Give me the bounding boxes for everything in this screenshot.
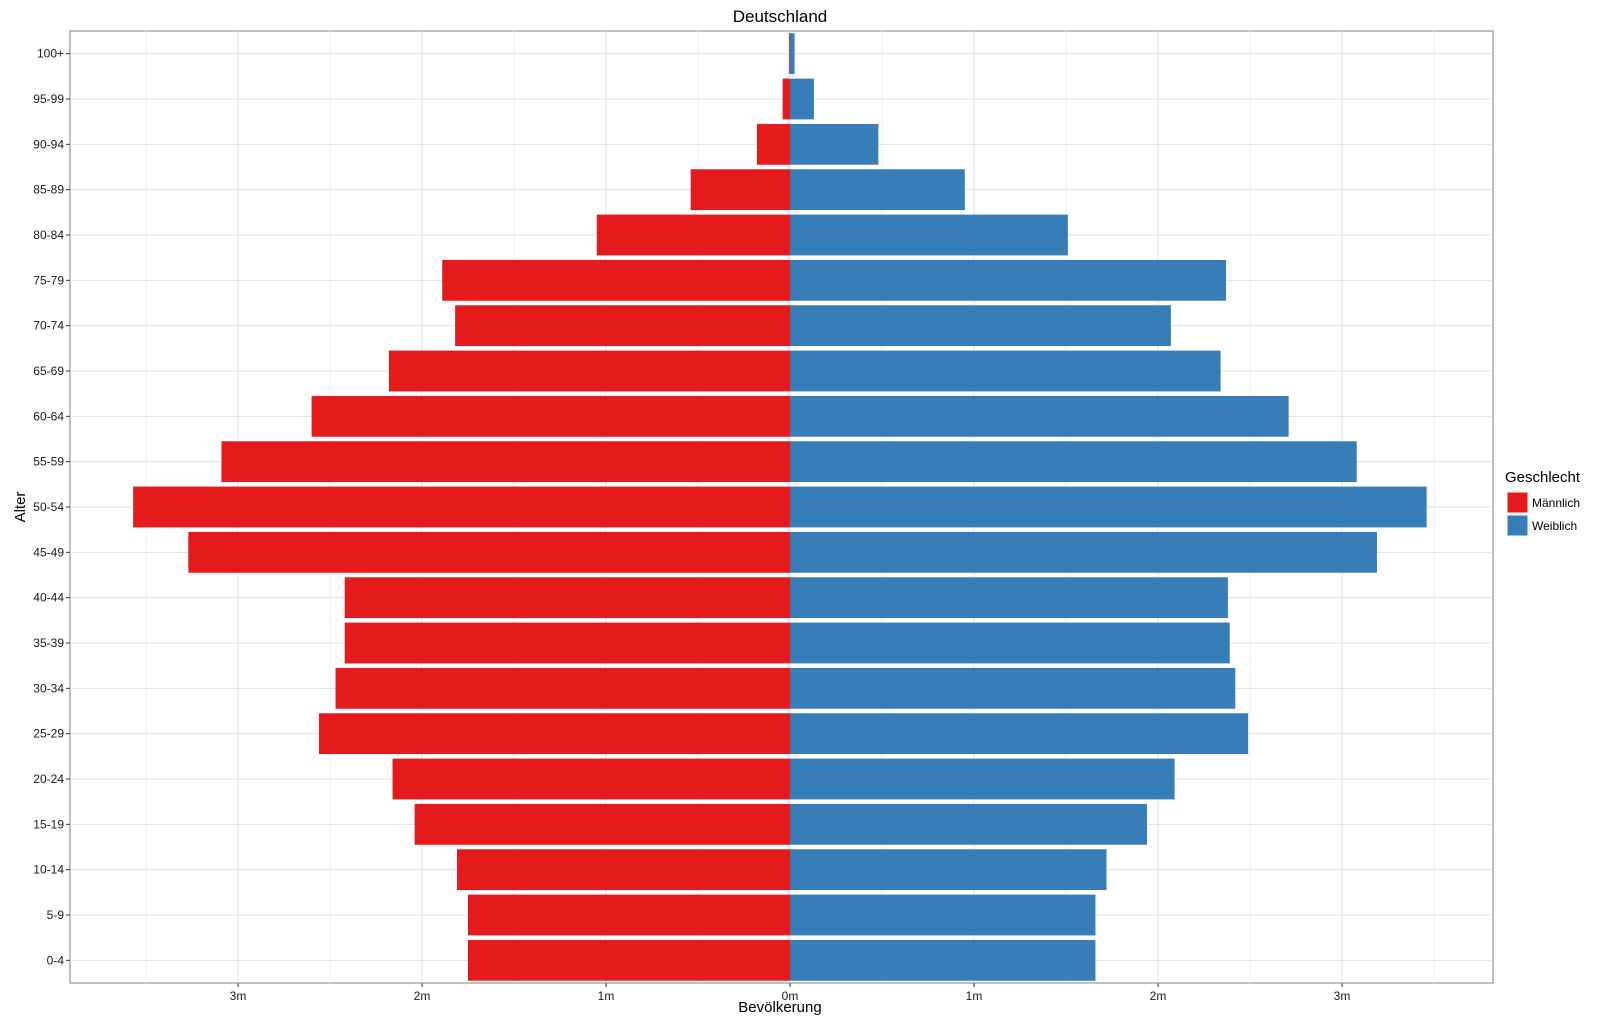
bar-male [344, 577, 790, 619]
bar-male [455, 305, 790, 347]
bar-male [442, 259, 790, 301]
bar-female [790, 441, 1357, 483]
bar-female [790, 667, 1236, 709]
bar-female [790, 531, 1377, 573]
y-tick-label: 75-79 [33, 273, 64, 287]
y-tick-label: 30-34 [33, 681, 64, 695]
bar-female [790, 758, 1175, 800]
x-axis-ticks: 3m 2m 1m 0m 1m 2m 3m [230, 983, 1351, 1003]
bar-female [790, 123, 879, 165]
legend-title: Geschlecht [1505, 469, 1581, 486]
bar-male [596, 214, 790, 256]
bar-male [468, 939, 790, 981]
bar-female [790, 395, 1289, 437]
bar-female [790, 803, 1147, 845]
bar-female [790, 350, 1221, 392]
y-tick-label: 60-64 [33, 409, 64, 423]
y-tick-label: 0-4 [47, 953, 65, 967]
bar-female [790, 577, 1228, 619]
y-tick-label: 15-19 [33, 817, 64, 831]
bar-female [790, 894, 1096, 936]
bar-female [790, 849, 1107, 891]
legend-swatch-male [1506, 491, 1529, 514]
y-tick-label: 35-39 [33, 636, 64, 650]
y-tick-label: 55-59 [33, 455, 64, 469]
y-tick-label: 70-74 [33, 319, 64, 333]
x-tick-label: 2m [414, 989, 431, 1003]
y-axis-title: Alter [12, 492, 29, 523]
y-tick-label: 25-29 [33, 727, 64, 741]
y-tick-label: 85-89 [33, 183, 64, 197]
bar-male [388, 350, 790, 392]
y-tick-label: 95-99 [33, 92, 64, 106]
female-bars [790, 33, 1427, 981]
bar-male [133, 486, 790, 528]
x-tick-label: 1m [598, 989, 615, 1003]
male-bars [133, 33, 791, 981]
bar-male [188, 531, 790, 573]
y-axis-ticks: 0-4 5-9 10-14 15-19 20-24 25-29 30-34 35-39 40-4… [33, 47, 70, 967]
chart-title: Deutschland [733, 7, 828, 26]
y-tick-label: 80-84 [33, 228, 64, 242]
bar-female [790, 622, 1230, 664]
legend: Geschlecht Männlich Weiblich [1505, 469, 1581, 537]
x-tick-label: 3m [230, 989, 247, 1003]
bar-female [790, 78, 814, 120]
bar-male [756, 123, 790, 165]
legend-swatch-female [1506, 514, 1529, 537]
bar-female [790, 713, 1249, 755]
bar-male [221, 441, 790, 483]
bar-male [392, 758, 790, 800]
legend-label-female: Weiblich [1532, 519, 1577, 533]
legend-label-male: Männlich [1532, 496, 1580, 510]
bar-female [790, 169, 965, 211]
x-tick-label: 1m [966, 989, 983, 1003]
y-tick-label: 10-14 [33, 863, 64, 877]
bar-male [414, 803, 790, 845]
bar-female [790, 305, 1171, 347]
bar-male [782, 78, 790, 120]
y-tick-label: 45-49 [33, 545, 64, 559]
x-tick-label: 2m [1150, 989, 1167, 1003]
y-tick-label: 20-24 [33, 772, 64, 786]
x-tick-label: 3m [1334, 989, 1351, 1003]
bar-male [456, 849, 790, 891]
y-tick-label: 40-44 [33, 591, 64, 605]
bar-male [344, 622, 790, 664]
x-axis-title: Bevölkerung [738, 999, 821, 1016]
y-tick-label: 65-69 [33, 364, 64, 378]
bar-female [790, 33, 795, 75]
bar-female [790, 214, 1068, 256]
bar-male [335, 667, 790, 709]
y-tick-label: 100+ [37, 47, 64, 61]
bar-male [311, 395, 790, 437]
bar-female [790, 486, 1427, 528]
bar-male [690, 169, 790, 211]
y-tick-label: 50-54 [33, 500, 64, 514]
bar-female [790, 939, 1096, 981]
x-tick-label: 0m [782, 989, 799, 1003]
y-tick-label: 5-9 [47, 908, 65, 922]
y-tick-label: 90-94 [33, 137, 64, 151]
bar-female [790, 259, 1227, 301]
bar-male [468, 894, 790, 936]
bar-male [789, 33, 791, 75]
bar-male [318, 713, 790, 755]
